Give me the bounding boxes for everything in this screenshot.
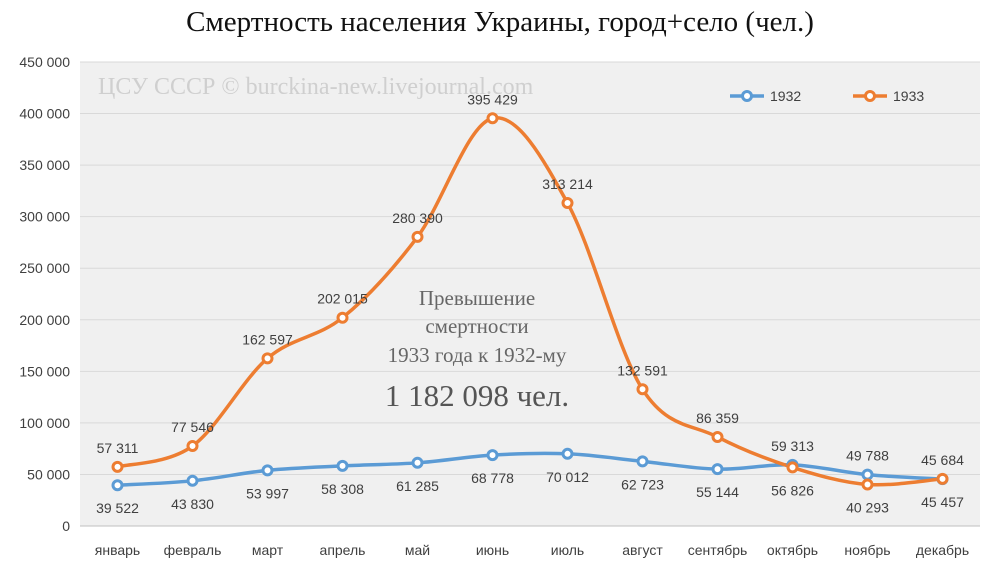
y-tick-label: 150 000 xyxy=(19,363,70,379)
point-1933[interactable] xyxy=(861,478,874,491)
y-tick-label: 450 000 xyxy=(19,54,70,70)
legend-item-1932[interactable]: 1932 xyxy=(730,88,801,104)
x-tick-label: март xyxy=(252,542,284,558)
x-tick-label: май xyxy=(405,542,430,558)
x-tick-label: январь xyxy=(95,542,140,558)
data-label-1933: 86 359 xyxy=(696,410,739,426)
y-tick-label: 0 xyxy=(62,518,70,534)
x-tick-label: ноябрь xyxy=(844,542,890,558)
point-1932[interactable] xyxy=(561,447,574,460)
data-label-1933: 77 546 xyxy=(171,419,214,435)
legend-label: 1933 xyxy=(893,88,924,104)
data-label-1933: 313 214 xyxy=(542,176,593,192)
point-1932[interactable] xyxy=(336,459,349,472)
point-1932[interactable] xyxy=(261,464,274,477)
data-label-1932: 59 313 xyxy=(771,438,814,454)
point-1932[interactable] xyxy=(111,479,124,492)
point-1933[interactable] xyxy=(261,352,274,365)
legend-swatch-marker xyxy=(864,90,876,102)
x-tick-label: декабрь xyxy=(916,542,969,558)
data-label-1932: 39 522 xyxy=(96,500,139,516)
data-label-1932: 45 457 xyxy=(921,494,964,510)
point-1933[interactable] xyxy=(336,311,349,324)
data-label-1933: 40 293 xyxy=(846,499,889,515)
data-labels: 39 522 57 311 43 830 77 546 53 997 162 597 58 … xyxy=(96,91,964,516)
point-1932[interactable] xyxy=(411,456,424,469)
point-1932[interactable] xyxy=(186,474,199,487)
annotation-line-2: смертности xyxy=(425,314,528,338)
annotation-value: 1 182 098 чел. xyxy=(385,378,569,413)
data-label-1932: 58 308 xyxy=(321,481,364,497)
data-label-1933: 45 684 xyxy=(921,452,964,468)
series-group xyxy=(111,112,949,492)
legend-item-1933[interactable]: 1933 xyxy=(853,88,924,104)
point-1933[interactable] xyxy=(636,383,649,396)
point-1933[interactable] xyxy=(111,460,124,473)
point-1933[interactable] xyxy=(936,472,949,485)
x-tick-label: июль xyxy=(551,542,584,558)
point-1933[interactable] xyxy=(561,197,574,210)
y-tick-label: 200 000 xyxy=(19,312,70,328)
legend[interactable]: 1932 1933 xyxy=(730,88,924,104)
y-tick-label: 100 000 xyxy=(19,415,70,431)
y-tick-label: 250 000 xyxy=(19,260,70,276)
annotation: Превышение смертности 1933 года к 1932-м… xyxy=(385,286,569,413)
data-label-1933: 162 597 xyxy=(242,331,293,347)
watermark: ЦСУ СССР © burckina-new.livejournal.com xyxy=(98,74,534,100)
y-tick-label: 50 000 xyxy=(27,466,70,482)
data-label-1932: 53 997 xyxy=(246,485,289,501)
point-1933[interactable] xyxy=(411,230,424,243)
annotation-line-3: 1933 года к 1932-му xyxy=(388,343,567,367)
x-tick-label: июнь xyxy=(476,542,509,558)
legend-swatch-marker xyxy=(741,90,753,102)
point-1933[interactable] xyxy=(786,461,799,474)
annotation-line-1: Превышение xyxy=(419,286,535,310)
point-1933[interactable] xyxy=(186,440,199,453)
x-tick-label: август xyxy=(622,542,663,558)
data-label-1933: 395 429 xyxy=(467,91,518,107)
point-1933[interactable] xyxy=(486,112,499,125)
data-label-1933: 280 390 xyxy=(392,210,443,226)
y-tick-label: 300 000 xyxy=(19,209,70,225)
x-axis-ticks: январь февраль март апрель май июнь июль август… xyxy=(95,542,969,558)
point-1932[interactable] xyxy=(486,449,499,462)
x-tick-label: сентябрь xyxy=(688,542,748,558)
data-label-1933: 56 826 xyxy=(771,482,814,498)
legend-label: 1932 xyxy=(770,88,801,104)
data-label-1933: 132 591 xyxy=(617,362,668,378)
chart-title: Смертность населения Украины, город+село… xyxy=(186,6,814,38)
x-tick-label: октябрь xyxy=(767,542,818,558)
y-axis-ticks: 0 50 000 100 000 150 000 200 000 250 000 300 0… xyxy=(19,54,70,534)
point-1932[interactable] xyxy=(711,463,724,476)
data-label-1933: 57 311 xyxy=(97,440,139,456)
data-label-1932: 62 723 xyxy=(621,476,664,492)
point-1932[interactable] xyxy=(636,455,649,468)
point-1933[interactable] xyxy=(711,430,724,443)
point-1932[interactable] xyxy=(861,468,874,481)
data-label-1933: 202 015 xyxy=(317,291,368,307)
y-tick-label: 350 000 xyxy=(19,157,70,173)
x-tick-label: февраль xyxy=(164,542,222,558)
y-tick-label: 400 000 xyxy=(19,106,70,122)
data-label-1932: 70 012 xyxy=(546,469,589,485)
data-label-1932: 43 830 xyxy=(171,496,214,512)
series-line-1932 xyxy=(115,451,945,487)
data-label-1932: 55 144 xyxy=(696,484,739,500)
data-label-1932: 61 285 xyxy=(396,478,439,494)
x-tick-label: апрель xyxy=(320,542,366,558)
gridlines xyxy=(80,61,980,527)
data-label-1932: 68 778 xyxy=(471,470,514,486)
data-label-1932: 49 788 xyxy=(846,448,889,464)
